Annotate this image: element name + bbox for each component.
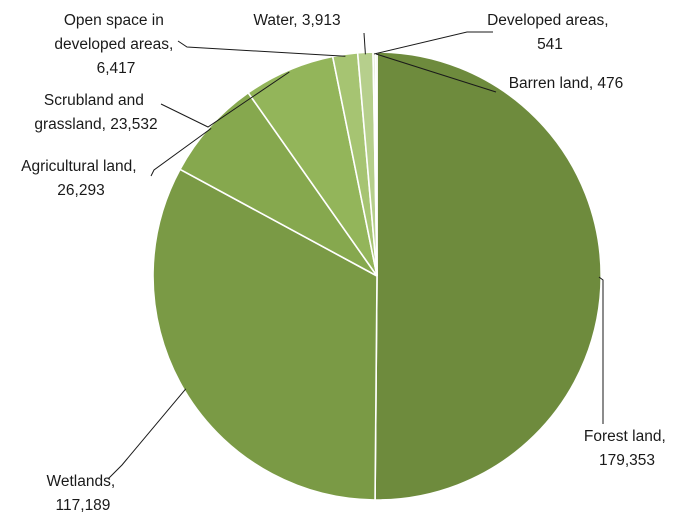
leader-developed-areas xyxy=(373,31,493,55)
slice-agricultural-land xyxy=(178,91,378,277)
label-forest-land: Forest land, 179,353 xyxy=(584,428,670,469)
label-barren-land: Barren land, 476 xyxy=(509,75,624,92)
label-open-space-in-developed-areas: Open space in developed areas, 6,417 xyxy=(54,12,177,77)
slice-forest-land xyxy=(374,51,602,501)
label-developed-areas: Developed areas, 541 xyxy=(487,12,613,53)
leader-scrubland-and-grassland xyxy=(160,71,290,128)
label-scrubland-and-grassland: Scrubland and grassland, 23,532 xyxy=(34,92,157,133)
leader-agricultural-land xyxy=(150,127,212,177)
leader-barren-land xyxy=(375,53,497,93)
slice-barren-land xyxy=(374,51,378,277)
pie-slices xyxy=(152,51,602,501)
label-agricultural-land: Agricultural land, 26,293 xyxy=(21,158,141,199)
label-wetlands: Wetlands, 117,189 xyxy=(47,473,120,514)
slice-wetlands xyxy=(152,168,378,501)
leader-open-space-in-developed-areas xyxy=(177,40,346,57)
leader-forest-land xyxy=(598,276,604,424)
leader-lines xyxy=(107,31,604,480)
label-water: Water, 3,913 xyxy=(253,12,340,29)
leader-wetlands xyxy=(107,388,187,480)
leader-water xyxy=(363,32,366,55)
